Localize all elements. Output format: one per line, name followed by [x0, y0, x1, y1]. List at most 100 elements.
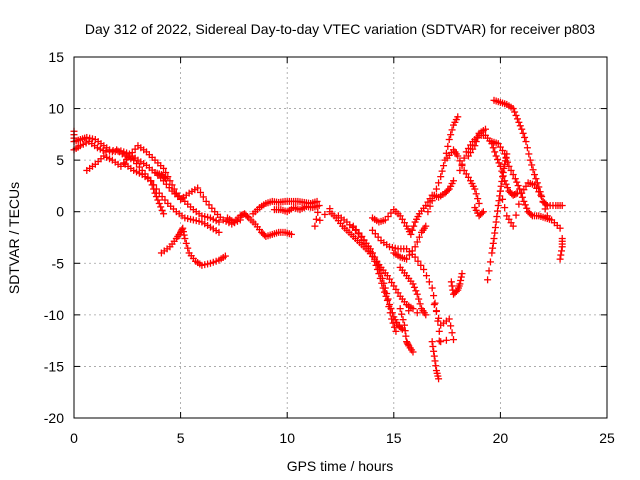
data-point: [431, 357, 439, 365]
data-point: [422, 272, 430, 280]
data-point: [420, 265, 428, 273]
data-point: [448, 329, 456, 337]
data-point: [148, 181, 156, 189]
data-point: [481, 125, 489, 133]
data-point: [521, 201, 529, 209]
data-point: [494, 155, 502, 163]
data-point: [512, 211, 520, 219]
data-point: [498, 177, 506, 185]
data-point: [180, 231, 188, 239]
data-point: [199, 193, 207, 201]
data-point: [516, 185, 524, 193]
data-point: [408, 247, 416, 255]
data-point: [432, 185, 440, 193]
data-point: [287, 230, 295, 238]
data-point: [430, 292, 438, 300]
data-point: [497, 182, 505, 190]
data-point: [431, 299, 439, 307]
data-point: [425, 278, 433, 286]
data-point: [491, 148, 499, 156]
data-point: [447, 322, 455, 330]
data-point: [501, 157, 509, 165]
y-tick-label: -10: [44, 307, 64, 323]
tick-labels: 0 5 10 15 20 25 -20 -15 -10 -5 0 5 10 15: [44, 49, 615, 446]
data-point: [435, 375, 443, 383]
data-point: [412, 287, 420, 295]
data-point: [422, 222, 430, 230]
data-point: [312, 215, 320, 223]
data-point: [405, 307, 413, 315]
data-point: [403, 255, 411, 263]
data-point: [456, 280, 464, 288]
data-point: [424, 208, 432, 216]
data-point: [405, 251, 413, 259]
data-point: [494, 207, 502, 215]
data-point: [392, 327, 400, 335]
data-point: [388, 315, 396, 323]
chart-title: Day 312 of 2022, Sidereal Day-to-day VTE…: [85, 21, 595, 37]
data-point: [315, 202, 323, 210]
data-point: [442, 336, 450, 344]
data-point: [491, 224, 499, 232]
x-axis-label: GPS time / hours: [287, 458, 394, 474]
y-tick-label: -15: [44, 358, 64, 374]
data-point: [501, 160, 509, 168]
data-point: [522, 138, 530, 146]
data-point: [158, 206, 166, 214]
data-point: [499, 173, 507, 181]
data-point: [457, 276, 465, 284]
data-point: [503, 150, 511, 158]
data-point: [147, 177, 155, 185]
data-point: [160, 173, 168, 181]
data-points: [70, 96, 566, 383]
y-tick-label: 15: [48, 49, 64, 65]
data-point: [432, 362, 440, 370]
data-point: [491, 229, 499, 237]
data-point: [518, 193, 526, 201]
data-point: [519, 129, 527, 137]
data-point: [471, 142, 479, 150]
data-point: [409, 348, 417, 356]
y-tick-label: 0: [56, 204, 64, 220]
data-point: [456, 166, 464, 174]
data-point: [430, 301, 438, 309]
data-point: [160, 164, 168, 172]
data-point: [179, 224, 187, 232]
data-point: [458, 270, 466, 278]
x-tick-label: 10: [279, 430, 295, 446]
data-point: [492, 218, 500, 226]
data-point: [449, 177, 457, 185]
data-point: [106, 147, 114, 155]
data-point: [512, 190, 520, 198]
data-point: [557, 251, 565, 259]
series-track-3: [83, 142, 223, 226]
data-point: [166, 177, 174, 185]
data-point: [243, 213, 251, 221]
data-point: [413, 238, 421, 246]
data-point: [440, 162, 448, 170]
data-point: [215, 218, 223, 226]
data-point: [428, 338, 436, 346]
data-point: [152, 193, 160, 201]
data-point: [558, 235, 566, 243]
data-point: [511, 108, 519, 116]
data-point: [507, 166, 515, 174]
data-point: [495, 159, 503, 167]
data-point: [509, 171, 517, 179]
data-point: [411, 253, 419, 261]
data-point: [430, 191, 438, 199]
data-point: [437, 338, 445, 346]
data-point: [385, 303, 393, 311]
data-point: [157, 203, 165, 211]
data-point: [414, 257, 422, 265]
data-point: [449, 336, 457, 344]
data-point: [471, 204, 479, 212]
data-point: [528, 161, 536, 169]
data-point: [538, 193, 546, 201]
data-point: [515, 118, 523, 126]
data-point: [411, 243, 419, 251]
series-track-6: [224, 197, 334, 240]
data-point: [513, 115, 521, 123]
data-point: [539, 198, 547, 206]
